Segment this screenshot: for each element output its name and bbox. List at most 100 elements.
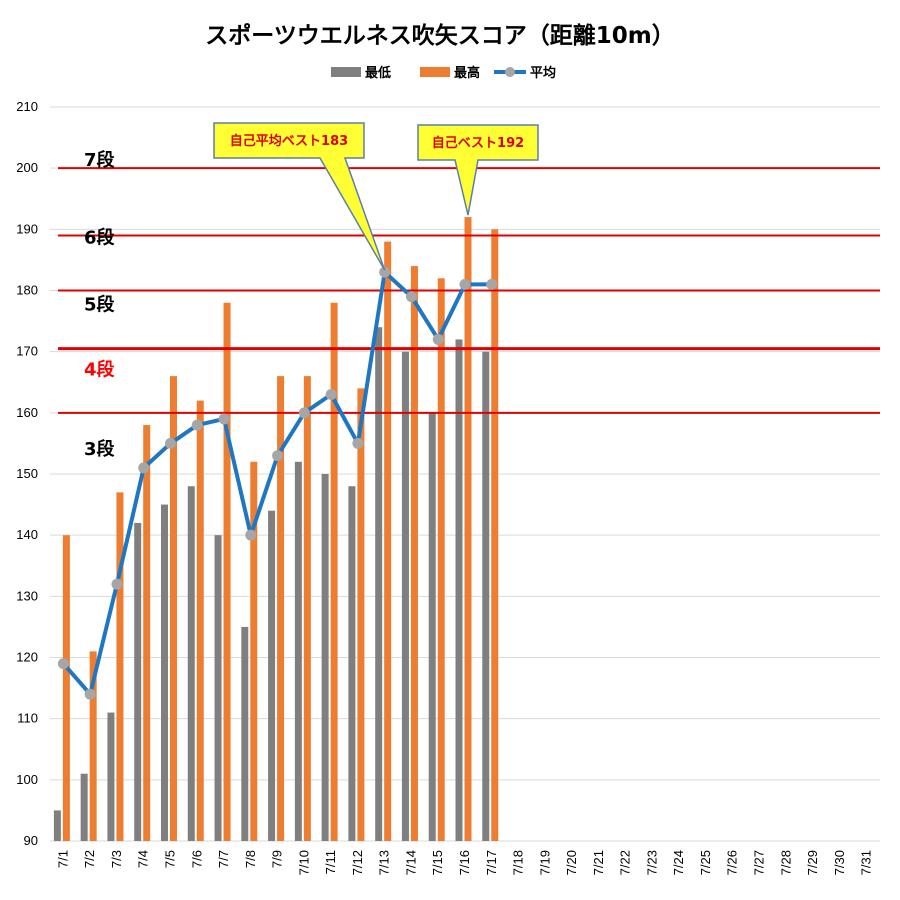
bar-max <box>277 376 285 841</box>
average-marker <box>352 437 364 449</box>
bar-series <box>53 217 499 842</box>
y-tick-label: 200 <box>16 160 38 175</box>
bar-max <box>437 278 445 841</box>
bar-max <box>116 492 124 841</box>
average-marker <box>138 462 150 474</box>
bar-max <box>169 376 177 841</box>
x-tick-label: 7/13 <box>377 850 392 875</box>
y-tick-label: 210 <box>16 99 38 114</box>
x-tick-label: 7/7 <box>216 850 231 868</box>
average-marker <box>298 407 310 419</box>
bar-min <box>482 351 490 841</box>
x-tick-label: 7/11 <box>323 850 338 874</box>
y-tick-label: 110 <box>17 711 38 726</box>
bar-min <box>187 486 195 841</box>
bar-max <box>384 241 392 842</box>
y-tick-label: 140 <box>16 527 38 542</box>
bar-min <box>268 510 276 841</box>
average-marker <box>486 278 498 290</box>
bar-max <box>303 376 311 841</box>
bar-min <box>160 504 168 841</box>
average-line-series <box>57 266 498 700</box>
legend-swatch-min <box>331 67 361 77</box>
x-tick-label: 7/10 <box>296 850 311 875</box>
y-tick-label: 190 <box>16 221 38 236</box>
bar-max <box>464 217 472 842</box>
x-tick-label: 7/5 <box>162 850 177 868</box>
y-tick-label: 130 <box>16 588 38 603</box>
x-tick-label: 7/31 <box>859 850 874 875</box>
x-tick-label: 7/27 <box>752 850 767 875</box>
reference-line-label: 5段 <box>84 294 116 316</box>
x-tick-label: 7/6 <box>189 850 204 868</box>
average-marker <box>405 291 417 303</box>
legend-label: 最高 <box>454 65 480 81</box>
legend-label: 最低 <box>365 65 391 81</box>
y-tick-label: 120 <box>16 650 38 665</box>
chart-legend: 最低 最高 平均 <box>331 65 556 81</box>
x-tick-label: 7/21 <box>591 850 606 875</box>
bar-min <box>134 522 142 841</box>
average-marker <box>57 658 69 670</box>
bar-min <box>375 327 383 841</box>
bar-min <box>241 626 249 841</box>
bar-min <box>348 486 356 841</box>
x-tick-label: 7/23 <box>644 850 659 875</box>
average-marker <box>84 688 96 700</box>
x-tick-label: 7/17 <box>484 850 499 875</box>
rank-reference-lines: 7段 6段 5段 4段 3段 <box>58 149 880 460</box>
x-tick-label: 7/3 <box>109 850 124 868</box>
x-tick-label: 7/12 <box>350 850 365 875</box>
y-axis: 90 100 110 120 130 140 150 160 170 180 190 200 210 <box>16 99 38 848</box>
bar-max <box>89 651 97 841</box>
bar-min <box>80 773 88 841</box>
average-marker <box>111 578 123 590</box>
bar-max <box>223 302 231 841</box>
x-tick-label: 7/30 <box>832 850 847 875</box>
x-tick-label: 7/20 <box>564 850 579 875</box>
bar-max <box>143 425 151 841</box>
callout-box <box>213 122 386 271</box>
average-marker <box>459 278 471 290</box>
reference-line-label: 7段 <box>84 149 116 171</box>
bar-min <box>294 461 302 841</box>
callout-text: 自己平均ベスト183 <box>230 133 348 149</box>
x-tick-label: 7/19 <box>537 850 552 875</box>
reference-line-label: 6段 <box>84 226 116 248</box>
bar-max <box>357 388 365 841</box>
x-tick-label: 7/9 <box>270 850 285 868</box>
average-marker <box>245 529 257 541</box>
y-tick-label: 100 <box>16 772 38 787</box>
x-tick-label: 7/2 <box>82 850 97 868</box>
bar-min <box>455 339 463 841</box>
average-marker <box>432 333 444 345</box>
x-tick-label: 7/29 <box>805 850 820 875</box>
legend-swatch-avg-marker <box>505 67 515 77</box>
reference-line-label: 4段 <box>84 359 116 381</box>
x-tick-label: 7/16 <box>457 850 472 875</box>
bar-max <box>62 535 70 841</box>
x-tick-label: 7/14 <box>403 850 418 875</box>
average-marker <box>218 413 230 425</box>
bar-max <box>196 400 204 841</box>
callout-text: 自己ベスト192 <box>432 135 524 151</box>
x-axis: 7/1 7/2 7/3 7/4 7/5 7/6 7/7 7/8 7/9 7/10 7/11 7/12 7… <box>55 850 873 875</box>
x-tick-label: 7/8 <box>243 850 258 868</box>
bar-max <box>491 229 499 842</box>
x-tick-label: 7/26 <box>725 850 740 875</box>
bar-min <box>107 712 115 841</box>
bar-min <box>321 474 329 841</box>
x-tick-label: 7/18 <box>511 850 526 875</box>
bar-min <box>428 412 436 841</box>
x-tick-label: 7/25 <box>698 850 713 875</box>
legend-swatch-max <box>420 67 450 77</box>
bar-min <box>401 351 409 841</box>
x-tick-label: 7/22 <box>618 850 633 875</box>
average-marker <box>191 419 203 431</box>
reference-line-label: 3段 <box>84 438 116 460</box>
x-tick-label: 7/15 <box>430 850 445 875</box>
y-tick-label: 150 <box>16 466 38 481</box>
average-marker <box>325 388 337 400</box>
bar-max <box>250 461 258 841</box>
